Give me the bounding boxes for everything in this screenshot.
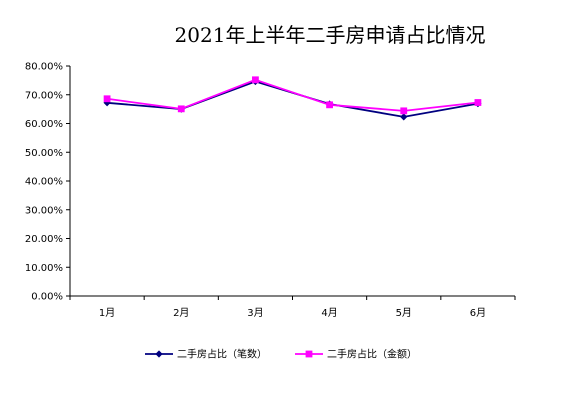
data-point [326, 101, 333, 109]
series-line [107, 80, 479, 118]
series-1 [103, 77, 482, 121]
x-tick-label: 2月 [173, 307, 189, 319]
series-line [106, 78, 479, 112]
data-point [400, 113, 408, 121]
y-tick-label: 70.00% [25, 90, 63, 101]
data-point [474, 99, 482, 106]
legend-marker [155, 350, 163, 358]
series-2 [103, 76, 482, 115]
legend-label: 二手房占比（金额） [327, 348, 417, 361]
y-tick-label: 20.00% [25, 234, 63, 245]
legend-item-1: 二手房占比（笔数） [145, 348, 267, 361]
data-point [252, 76, 259, 84]
axes: 0.00% 10.00% 20.00% 30.00% 40.00% 50.00% 60.00… [25, 62, 516, 319]
series-layer [103, 76, 482, 121]
data-point [103, 95, 111, 103]
y-tick-label: 40.00% [25, 177, 63, 188]
x-tick-label: 4月 [321, 307, 337, 319]
x-tick-label: 3月 [247, 307, 263, 319]
y-tick-label: 60.00% [25, 119, 63, 130]
legend-label: 二手房占比（笔数） [177, 348, 267, 361]
legend-item-2: 二手房占比（金额） [295, 348, 417, 361]
y-tick-label: 50.00% [25, 148, 63, 159]
data-point [400, 107, 408, 115]
x-tick-label: 5月 [396, 307, 412, 319]
x-tick-label: 1月 [99, 307, 115, 319]
y-tick-label: 10.00% [25, 263, 63, 274]
y-tick-label: 0.00% [31, 292, 63, 303]
chart-title: 2021年上半年二手房申请占比情况 [175, 23, 486, 47]
data-point [177, 105, 185, 113]
legend: 二手房占比（笔数） 二手房占比（金额） [145, 348, 417, 361]
y-tick-label: 80.00% [25, 62, 63, 73]
legend-marker [305, 350, 313, 358]
x-tick-label: 6月 [470, 307, 486, 319]
y-tick-label: 30.00% [25, 205, 63, 216]
